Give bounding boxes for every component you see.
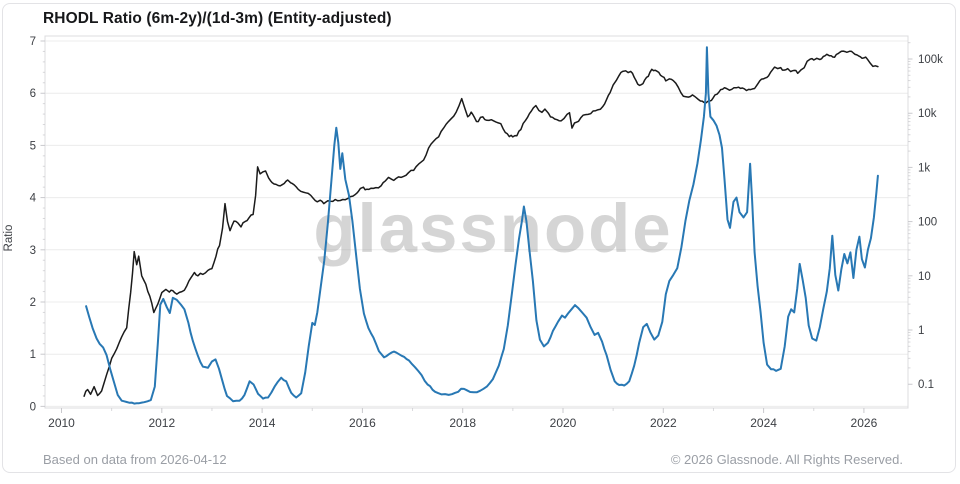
svg-text:100: 100 bbox=[918, 217, 937, 229]
svg-text:0: 0 bbox=[30, 401, 36, 413]
axis-tick-labels: 0 1 2 3 4 5 6 7 100k 10k 1k 100 10 1 0.1 2010 2012 2014 20… bbox=[30, 36, 944, 430]
rhodl-ratio-line bbox=[85, 46, 879, 405]
rhodl-chart-svg: glassnode 0 1 2 3 4 5 6 7 100k 10k 1k 100 10 1 0.1 2010 2… bbox=[30, 35, 944, 430]
price-usd-line bbox=[83, 50, 879, 397]
svg-text:2024: 2024 bbox=[750, 416, 777, 430]
svg-text:6: 6 bbox=[30, 88, 36, 100]
svg-text:4: 4 bbox=[30, 193, 37, 205]
plot-area[interactable]: glassnode 0 1 2 3 4 5 6 7 100k 10k 1k 100 10 1 0.1 2010 2… bbox=[3, 4, 955, 472]
svg-text:2014: 2014 bbox=[249, 416, 276, 430]
svg-text:1: 1 bbox=[918, 325, 924, 337]
svg-text:2016: 2016 bbox=[349, 416, 376, 430]
svg-text:100k: 100k bbox=[918, 54, 943, 66]
svg-text:2022: 2022 bbox=[650, 416, 677, 430]
svg-text:2: 2 bbox=[30, 297, 36, 309]
svg-text:3: 3 bbox=[30, 245, 36, 257]
svg-text:1k: 1k bbox=[918, 162, 930, 174]
svg-text:2020: 2020 bbox=[550, 416, 577, 430]
svg-text:1: 1 bbox=[30, 349, 36, 361]
axis-ticks bbox=[40, 40, 913, 413]
svg-text:10: 10 bbox=[918, 271, 931, 283]
copyright-note: © 2026 Glassnode. All Rights Reserved. bbox=[670, 452, 903, 467]
svg-text:2018: 2018 bbox=[449, 416, 476, 430]
svg-text:2010: 2010 bbox=[48, 416, 75, 430]
series-lines bbox=[83, 46, 879, 405]
data-source-note: Based on data from 2026-04-12 bbox=[43, 452, 227, 467]
svg-text:0.1: 0.1 bbox=[918, 379, 934, 391]
gridlines bbox=[45, 40, 908, 407]
svg-text:7: 7 bbox=[30, 36, 36, 48]
svg-text:10k: 10k bbox=[918, 108, 937, 120]
svg-text:2012: 2012 bbox=[148, 416, 175, 430]
chart-card: RHODL Ratio (6m-2y)/(1d-3m) (Entity-adju… bbox=[2, 3, 956, 473]
chart-title: RHODL Ratio (6m-2y)/(1d-3m) (Entity-adju… bbox=[43, 10, 392, 27]
svg-text:5: 5 bbox=[30, 140, 36, 152]
glassnode-watermark: glassnode bbox=[313, 190, 672, 267]
svg-text:2026: 2026 bbox=[851, 416, 878, 430]
